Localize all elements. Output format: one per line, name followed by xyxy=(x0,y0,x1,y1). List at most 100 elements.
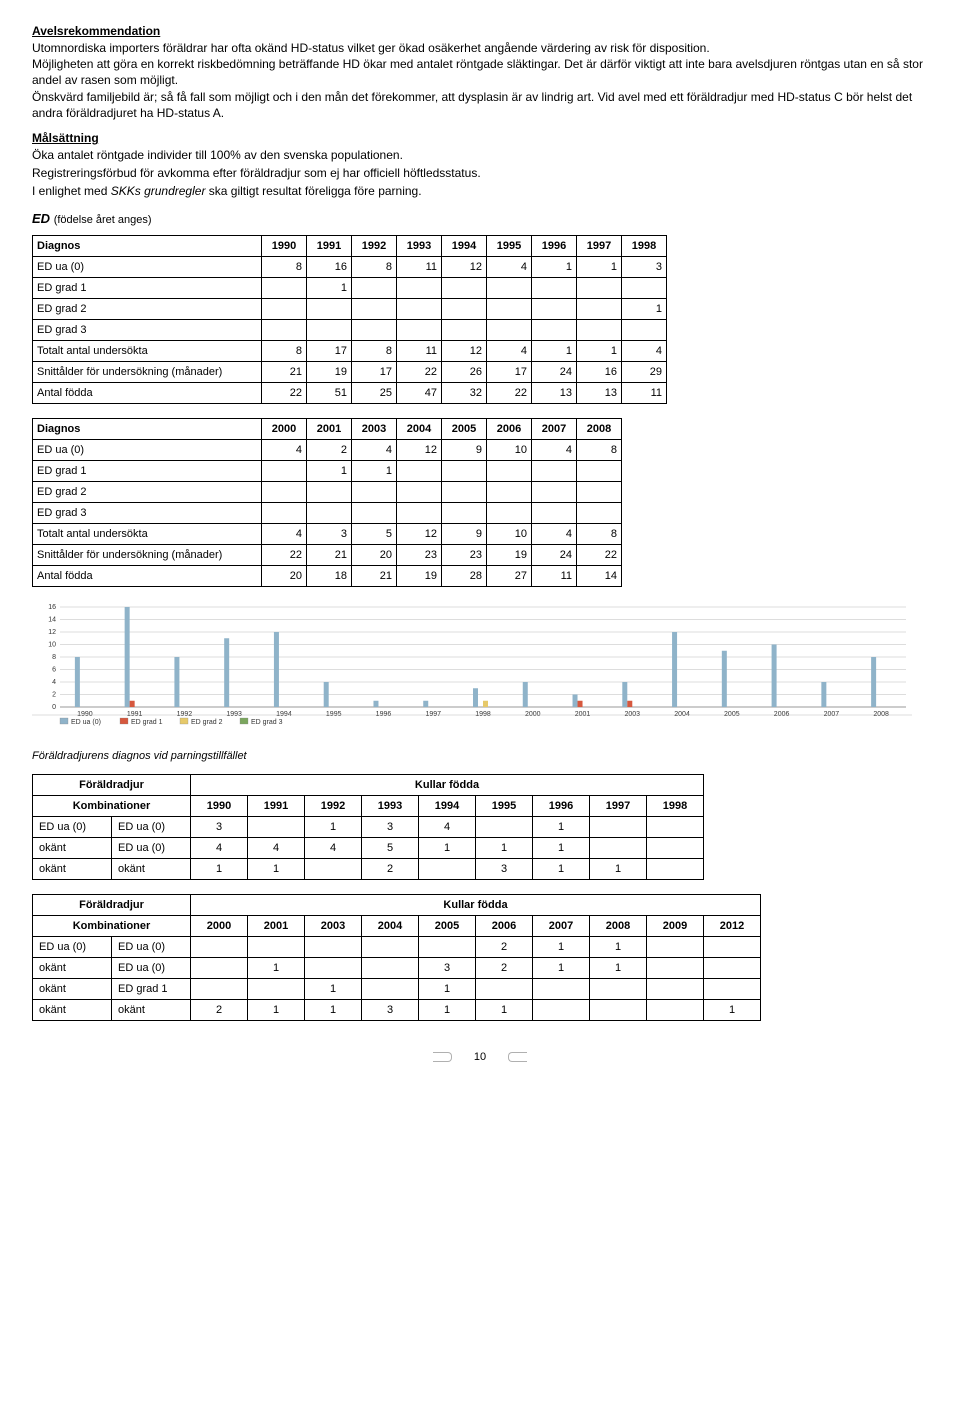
row-label: ED grad 3 xyxy=(33,320,262,341)
heading-ed-line: ED (födelse året anges) xyxy=(32,210,928,228)
table-row: okäntokänt112311 xyxy=(33,859,704,880)
cell xyxy=(647,1000,704,1021)
cell xyxy=(577,278,622,299)
cell xyxy=(352,320,397,341)
cell xyxy=(248,979,305,1000)
cell-parent-a: okänt xyxy=(33,1000,112,1021)
col-year: 2005 xyxy=(419,916,476,937)
cell: 4 xyxy=(248,838,305,859)
svg-text:ED grad 2: ED grad 2 xyxy=(191,719,223,726)
col-year: 1992 xyxy=(352,236,397,257)
cell xyxy=(442,320,487,341)
cell: 18 xyxy=(307,566,352,587)
svg-text:2003: 2003 xyxy=(625,711,641,718)
svg-text:2: 2 xyxy=(52,692,56,699)
cell: 29 xyxy=(622,362,667,383)
cell-parent-a: ED ua (0) xyxy=(33,817,112,838)
col-year: 2007 xyxy=(532,419,577,440)
cell-parent-b: ED grad 1 xyxy=(112,979,191,1000)
cell: 25 xyxy=(352,383,397,404)
cell xyxy=(476,817,533,838)
col-kombo: Kombinationer xyxy=(33,796,191,817)
cell: 17 xyxy=(307,341,352,362)
col-year: 2001 xyxy=(248,916,305,937)
svg-text:10: 10 xyxy=(48,642,56,649)
cell: 9 xyxy=(442,524,487,545)
table-row: ED grad 21 xyxy=(33,299,667,320)
col-year: 2003 xyxy=(305,916,362,937)
col-year: 2004 xyxy=(362,916,419,937)
cell: 1 xyxy=(533,958,590,979)
cell: 2 xyxy=(191,1000,248,1021)
cell: 13 xyxy=(532,383,577,404)
cell xyxy=(532,299,577,320)
row-label: ED grad 2 xyxy=(33,482,262,503)
cell: 22 xyxy=(397,362,442,383)
row-label: Snittålder för undersökning (månader) xyxy=(33,545,262,566)
cell: 1 xyxy=(419,979,476,1000)
heading-ed: ED xyxy=(32,211,50,226)
parent-table-1: FöräldradjurKullar föddaKombinationer199… xyxy=(32,774,704,880)
cell: 2 xyxy=(307,440,352,461)
table-row: ED grad 3 xyxy=(33,320,667,341)
cell: 2 xyxy=(362,859,419,880)
table-row: ED ua (0)ED ua (0)31341 xyxy=(33,817,704,838)
row-label: Antal födda xyxy=(33,383,262,404)
cell: 11 xyxy=(622,383,667,404)
cell: 4 xyxy=(622,341,667,362)
cell xyxy=(397,299,442,320)
cell: 11 xyxy=(397,341,442,362)
cell xyxy=(305,958,362,979)
cell: 17 xyxy=(487,362,532,383)
table-row: Totalt antal undersökta4351291048 xyxy=(33,524,622,545)
col-year: 2007 xyxy=(533,916,590,937)
col-foraldradjur: Föräldradjur xyxy=(33,895,191,916)
row-label: Totalt antal undersökta xyxy=(33,524,262,545)
col-year: 2004 xyxy=(397,419,442,440)
cell: 1 xyxy=(305,979,362,1000)
cell: 47 xyxy=(397,383,442,404)
cell xyxy=(362,979,419,1000)
svg-text:14: 14 xyxy=(48,617,56,624)
col-year: 1993 xyxy=(397,236,442,257)
cell: 17 xyxy=(352,362,397,383)
para-mal3: I enlighet med SKKs grundregler ska gilt… xyxy=(32,183,928,199)
cell xyxy=(532,320,577,341)
cell: 3 xyxy=(362,1000,419,1021)
col-year: 1990 xyxy=(191,796,248,817)
cell xyxy=(262,461,307,482)
cell-parent-a: okänt xyxy=(33,958,112,979)
cell xyxy=(442,299,487,320)
cell xyxy=(704,937,761,958)
cell: 21 xyxy=(352,566,397,587)
table-row: ED ua (0)816811124113 xyxy=(33,257,667,278)
cell-parent-a: okänt xyxy=(33,979,112,1000)
cell xyxy=(577,299,622,320)
col-diagnos: Diagnos xyxy=(33,236,262,257)
cell: 1 xyxy=(352,461,397,482)
cell: 4 xyxy=(352,440,397,461)
row-label: Snittålder för undersökning (månader) xyxy=(33,362,262,383)
cell xyxy=(262,299,307,320)
cell: 10 xyxy=(487,524,532,545)
cell xyxy=(352,299,397,320)
cell: 22 xyxy=(487,383,532,404)
row-label: ED ua (0) xyxy=(33,440,262,461)
mal3-post: ska giltigt resultat föreligga före parn… xyxy=(205,184,421,198)
table-row: ED grad 2 xyxy=(33,482,622,503)
svg-text:1998: 1998 xyxy=(475,711,491,718)
cell: 3 xyxy=(622,257,667,278)
svg-text:12: 12 xyxy=(48,629,56,636)
cell xyxy=(352,278,397,299)
cell xyxy=(397,320,442,341)
col-year: 1995 xyxy=(476,796,533,817)
table-row: ED ua (0)4241291048 xyxy=(33,440,622,461)
cell: 12 xyxy=(397,440,442,461)
cell xyxy=(476,979,533,1000)
table-row: okäntokänt2113111 xyxy=(33,1000,761,1021)
cell: 32 xyxy=(442,383,487,404)
row-label: ED grad 1 xyxy=(33,278,262,299)
table-row: ED grad 111 xyxy=(33,461,622,482)
cell xyxy=(352,503,397,524)
col-year: 1991 xyxy=(248,796,305,817)
